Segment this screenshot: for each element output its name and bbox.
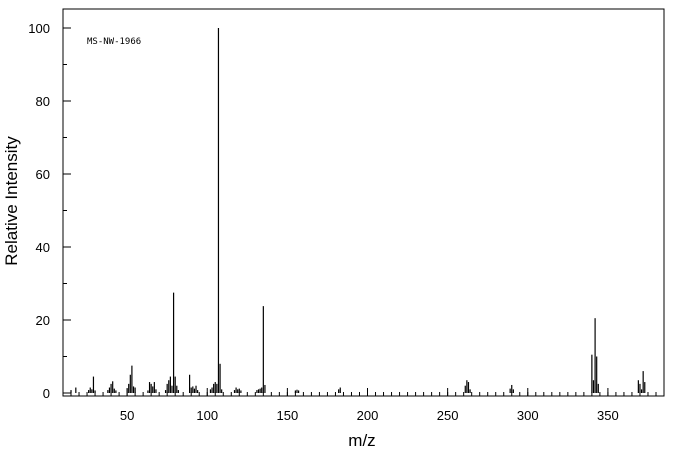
- y-tick-label: 80: [36, 94, 50, 109]
- y-tick-label: 40: [36, 240, 50, 255]
- x-tick-label: 350: [597, 408, 619, 423]
- x-tick-label: 150: [277, 408, 299, 423]
- y-tick-label: 100: [28, 21, 50, 36]
- x-tick-labels: 50 100 150 200 250 300 350: [120, 408, 619, 423]
- minor-ticks: [62, 64, 665, 396]
- y-tick-label: 60: [36, 167, 50, 182]
- x-tick-label: 100: [196, 408, 218, 423]
- x-tick-label: 250: [437, 408, 459, 423]
- x-tick-label: 50: [120, 408, 134, 423]
- major-ticks: [63, 27, 609, 396]
- y-tick-label: 0: [43, 386, 50, 401]
- y-axis-label: Relative Intensity: [2, 136, 21, 266]
- y-tick-label: 20: [36, 313, 50, 328]
- spectrum-peaks: [70, 28, 646, 393]
- x-axis-label: m/z: [348, 431, 375, 450]
- y-tick-labels: 0 20 40 60 80 100: [28, 21, 50, 401]
- x-tick-label: 200: [357, 408, 379, 423]
- plot-frame: [62, 8, 665, 397]
- spectrum-id-annotation: MS-NW-1966: [87, 37, 141, 47]
- x-tick-label: 300: [517, 408, 539, 423]
